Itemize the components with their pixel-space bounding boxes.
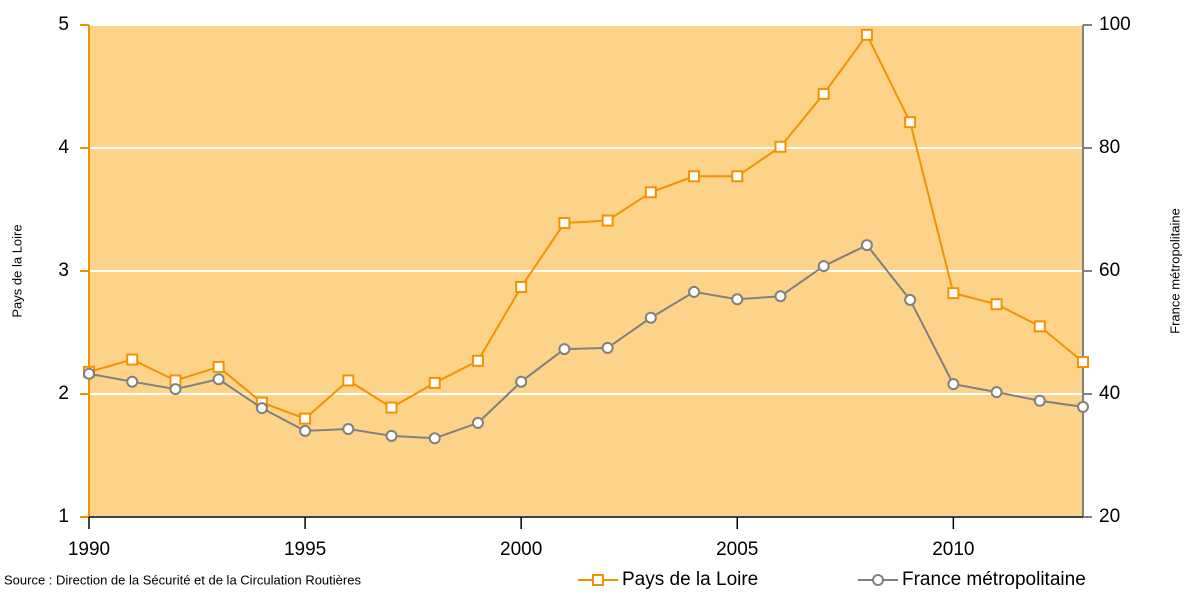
marker [385,401,398,414]
marker [471,354,484,367]
marker [212,360,225,373]
marker [947,378,960,391]
marker [872,574,884,586]
marker [990,298,1003,311]
marker [126,375,139,388]
x-tick-label: 1995 [284,539,326,560]
marker [342,374,355,387]
marker [774,290,787,303]
marker [644,186,657,199]
marker [212,373,225,386]
y2-tick-label: 20 [1099,506,1120,527]
marker [774,140,787,153]
marker [342,423,355,436]
marker [515,375,528,388]
marker [904,293,917,306]
marker [817,260,830,273]
marker [471,416,484,429]
marker [428,432,441,445]
marker [990,386,1003,399]
marker [558,217,571,230]
y2-tick-label: 40 [1099,383,1120,404]
marker [428,376,441,389]
marker [731,293,744,306]
y-axis-label: Pays de la Loire [9,224,24,317]
marker [1033,394,1046,407]
marker [860,239,873,252]
x-tick-label: 2010 [932,539,974,560]
legend-label: Pays de la Loire [622,569,758,590]
legend-label: France métropolitaine [902,569,1086,590]
marker [1033,320,1046,333]
marker [1077,400,1089,413]
marker [299,424,312,437]
y-tick-label: 3 [58,260,69,281]
marker [688,285,701,298]
marker [299,412,312,425]
marker [731,170,744,183]
y-tick-label: 4 [58,137,69,158]
marker [83,367,95,380]
source: Source : Direction de la Sécurité et de … [4,572,361,587]
x-tick-label: 2005 [716,539,758,560]
marker [558,343,571,356]
series-line [88,32,1084,420]
y-tick-label: 1 [58,506,69,527]
x-tick-label: 1990 [68,539,110,560]
y-tick-label: 5 [58,14,69,35]
marker [255,402,268,415]
y2-tick-label: 100 [1099,14,1131,35]
marker [169,383,182,396]
marker [385,429,398,442]
y2-tick-label: 60 [1099,260,1120,281]
marker [601,214,614,227]
marker [592,574,604,586]
marker [601,341,614,354]
marker [644,311,657,324]
marker [126,353,139,366]
marker [515,280,528,293]
marker [688,170,701,183]
marker [904,116,917,129]
marker [860,28,873,41]
marker [947,287,960,300]
x-tick-label: 2000 [500,539,542,560]
y2-tick-label: 80 [1099,137,1120,158]
y2-axis-label: France métropolitaine [1167,208,1182,334]
y-tick-label: 2 [58,383,69,404]
marker [1077,356,1089,369]
series-line [88,243,1084,440]
marker [817,87,830,100]
